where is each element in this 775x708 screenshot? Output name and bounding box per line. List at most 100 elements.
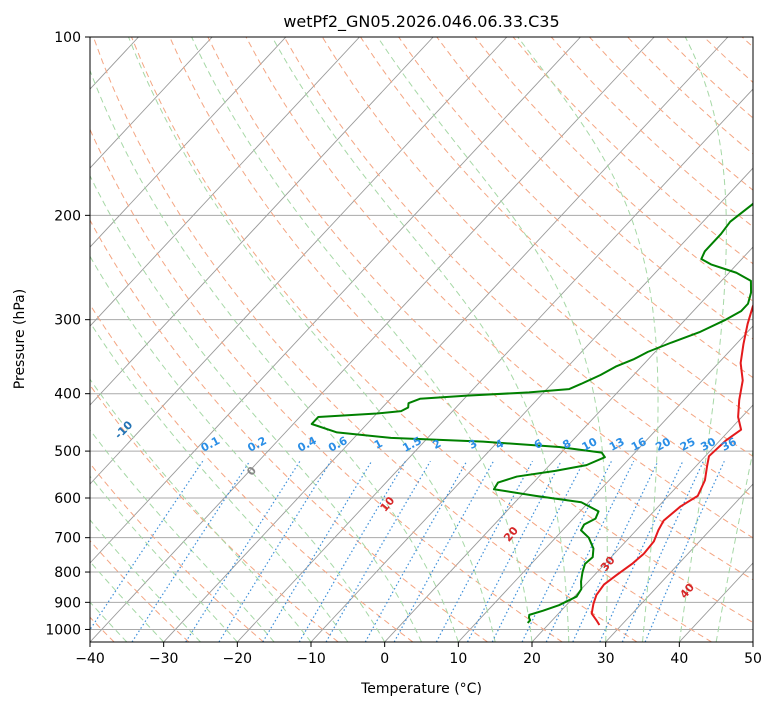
background-lines <box>0 37 753 642</box>
y-tick-label: 300 <box>54 313 81 329</box>
y-tick-label: 500 <box>54 444 81 460</box>
moist-adiabat-label: 40 <box>677 581 697 601</box>
moist-adiabat-line <box>90 321 349 642</box>
isotherm-line <box>0 37 65 642</box>
moist-adiabat-label: 0 <box>244 464 259 478</box>
dry-adiabat-line <box>512 37 753 265</box>
y-axis-label: Pressure (hPa) <box>12 289 28 389</box>
isotherm-line <box>752 641 753 642</box>
moist-adiabat-line <box>90 174 422 642</box>
moist-adiabat-line <box>752 639 753 642</box>
moist-adiabat-label: 20 <box>501 524 521 544</box>
mixing-ratio-label: 3 <box>467 437 480 452</box>
mixing-ratio-line <box>262 460 373 642</box>
mixing-ratio-label: 13 <box>607 435 627 454</box>
dry-adiabat-line <box>207 37 753 581</box>
moist-adiabat-line <box>90 475 238 642</box>
isotherm-line <box>310 167 753 642</box>
y-tick-label: 100 <box>54 30 81 46</box>
x-tick-label: −40 <box>75 651 105 667</box>
moist-adiabat-line <box>715 448 753 642</box>
moist-adiabat-label: 10 <box>378 494 398 514</box>
dry-adiabat-line <box>474 37 753 302</box>
x-tick-label: 50 <box>744 651 762 667</box>
isotherm-line <box>90 37 213 169</box>
isotherm-line <box>531 404 753 642</box>
mixing-ratio-label: 16 <box>629 435 649 454</box>
dry-adiabat-line <box>550 37 753 228</box>
y-tick-label: 400 <box>54 387 81 403</box>
dry-adiabat-line <box>436 37 753 340</box>
isotherm-line <box>90 37 434 406</box>
x-axis-label: Temperature (°C) <box>360 681 482 697</box>
x-tick-label: 30 <box>597 651 615 667</box>
dry-adiabat-line <box>90 303 414 642</box>
axis-ticks: −40 −30 −20 −10 0 10 20 30 40 5010020030040050060… <box>45 30 762 667</box>
dry-adiabat-line <box>90 384 339 642</box>
mixing-ratio-line <box>393 460 494 642</box>
dry-adiabat-line <box>90 539 190 642</box>
isotherm-line <box>90 37 508 485</box>
dry-adiabat-line <box>283 37 753 498</box>
x-tick-label: 20 <box>523 651 541 667</box>
mixing-ratio-line <box>599 460 684 642</box>
isotherm-line <box>90 37 360 327</box>
moist-adiabat-line <box>90 519 201 642</box>
moist-adiabat-line <box>191 37 533 642</box>
mixing-ratio-line <box>90 460 204 631</box>
dry-adiabat-line <box>90 219 488 642</box>
isotherm-line <box>163 37 729 642</box>
mixing-ratio-label: 1.5 <box>400 434 423 455</box>
chart-title: wetPf2_GN05.2026.046.06.33.C35 <box>283 12 559 32</box>
mixing-ratio-line <box>218 460 332 642</box>
dry-adiabat-line <box>92 37 638 642</box>
x-tick-label: −10 <box>296 651 326 667</box>
dry-adiabat-line <box>321 37 753 457</box>
dry-adiabat-line <box>131 37 712 642</box>
y-tick-label: 200 <box>54 208 81 224</box>
mixing-ratio-line <box>131 460 251 642</box>
x-tick-label: 10 <box>449 651 467 667</box>
temperature-line <box>590 303 753 626</box>
isotherm-line <box>458 325 753 642</box>
moist-adiabat-line <box>128 37 496 642</box>
dry-adiabat-label: -10 <box>112 418 135 441</box>
x-tick-label: 0 <box>380 651 389 667</box>
mixing-ratio-line <box>435 460 534 642</box>
isotherm-line <box>384 246 753 642</box>
dry-adiabat-line <box>90 128 563 642</box>
isotherm-line <box>237 88 753 642</box>
x-tick-label: −20 <box>223 651 253 667</box>
mixing-ratio-line <box>572 460 659 642</box>
dewpoint-line <box>310 202 753 624</box>
y-tick-label: 600 <box>54 491 81 507</box>
mixing-ratio-label: 36 <box>719 435 739 454</box>
moist-adiabat-line <box>90 378 312 642</box>
moist-adiabat-line <box>678 37 727 642</box>
mixing-ratio-label: 30 <box>698 435 718 454</box>
dry-adiabat-line <box>90 462 264 642</box>
moist-adiabat-line <box>90 255 386 642</box>
mixing-ratio-line <box>185 460 301 642</box>
isotherm-line <box>605 483 753 642</box>
moist-adiabat-line <box>377 37 608 642</box>
plot-frame <box>89 36 754 643</box>
y-tick-label: 900 <box>54 595 81 611</box>
dry-adiabat-line <box>169 37 753 624</box>
moist-adiabat-line <box>517 37 659 642</box>
moist-adiabat-line <box>90 560 165 642</box>
mixing-ratio-line <box>491 460 585 642</box>
sounding-series <box>310 202 753 626</box>
y-tick-label: 800 <box>54 565 81 581</box>
x-tick-label: 40 <box>670 651 688 667</box>
moist-adiabat-line <box>90 429 275 642</box>
isotherm-line <box>90 37 287 248</box>
mixing-ratio-label: 4 <box>493 437 506 452</box>
moist-adiabat-line <box>271 37 570 642</box>
dry-adiabat-line <box>703 37 753 84</box>
mixing-ratio-line <box>298 460 407 642</box>
isotherm-line <box>90 37 655 642</box>
dry-adiabat-line <box>245 37 753 539</box>
moist-adiabat-line <box>90 69 459 642</box>
